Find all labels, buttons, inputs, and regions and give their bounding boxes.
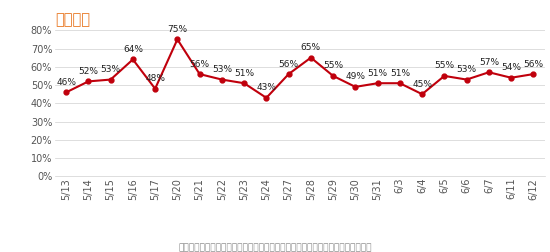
Text: 56%: 56%: [190, 59, 210, 69]
Text: 55%: 55%: [434, 61, 454, 70]
Text: 数据来源：金融界股灵通每日调查的看多占比，数值越大表示用户越看好当天走势: 数据来源：金融界股灵通每日调查的看多占比，数值越大表示用户越看好当天走势: [178, 243, 372, 252]
Text: 看多指数: 看多指数: [55, 12, 90, 27]
Text: 43%: 43%: [256, 83, 276, 92]
Text: 53%: 53%: [212, 65, 232, 74]
Text: 52%: 52%: [78, 67, 98, 76]
Text: 51%: 51%: [234, 69, 254, 78]
Text: 57%: 57%: [479, 58, 499, 67]
Text: 55%: 55%: [323, 61, 343, 70]
Text: 56%: 56%: [278, 59, 299, 69]
Text: 75%: 75%: [167, 25, 188, 34]
Text: 53%: 53%: [101, 65, 120, 74]
Text: 65%: 65%: [301, 43, 321, 52]
Text: 53%: 53%: [456, 65, 477, 74]
Text: 56%: 56%: [523, 59, 543, 69]
Text: 51%: 51%: [367, 69, 388, 78]
Text: 45%: 45%: [412, 80, 432, 89]
Text: 51%: 51%: [390, 69, 410, 78]
Text: 54%: 54%: [501, 63, 521, 72]
Text: 48%: 48%: [145, 74, 165, 83]
Text: 64%: 64%: [123, 45, 143, 54]
Text: 46%: 46%: [56, 78, 76, 87]
Text: 49%: 49%: [345, 72, 365, 81]
